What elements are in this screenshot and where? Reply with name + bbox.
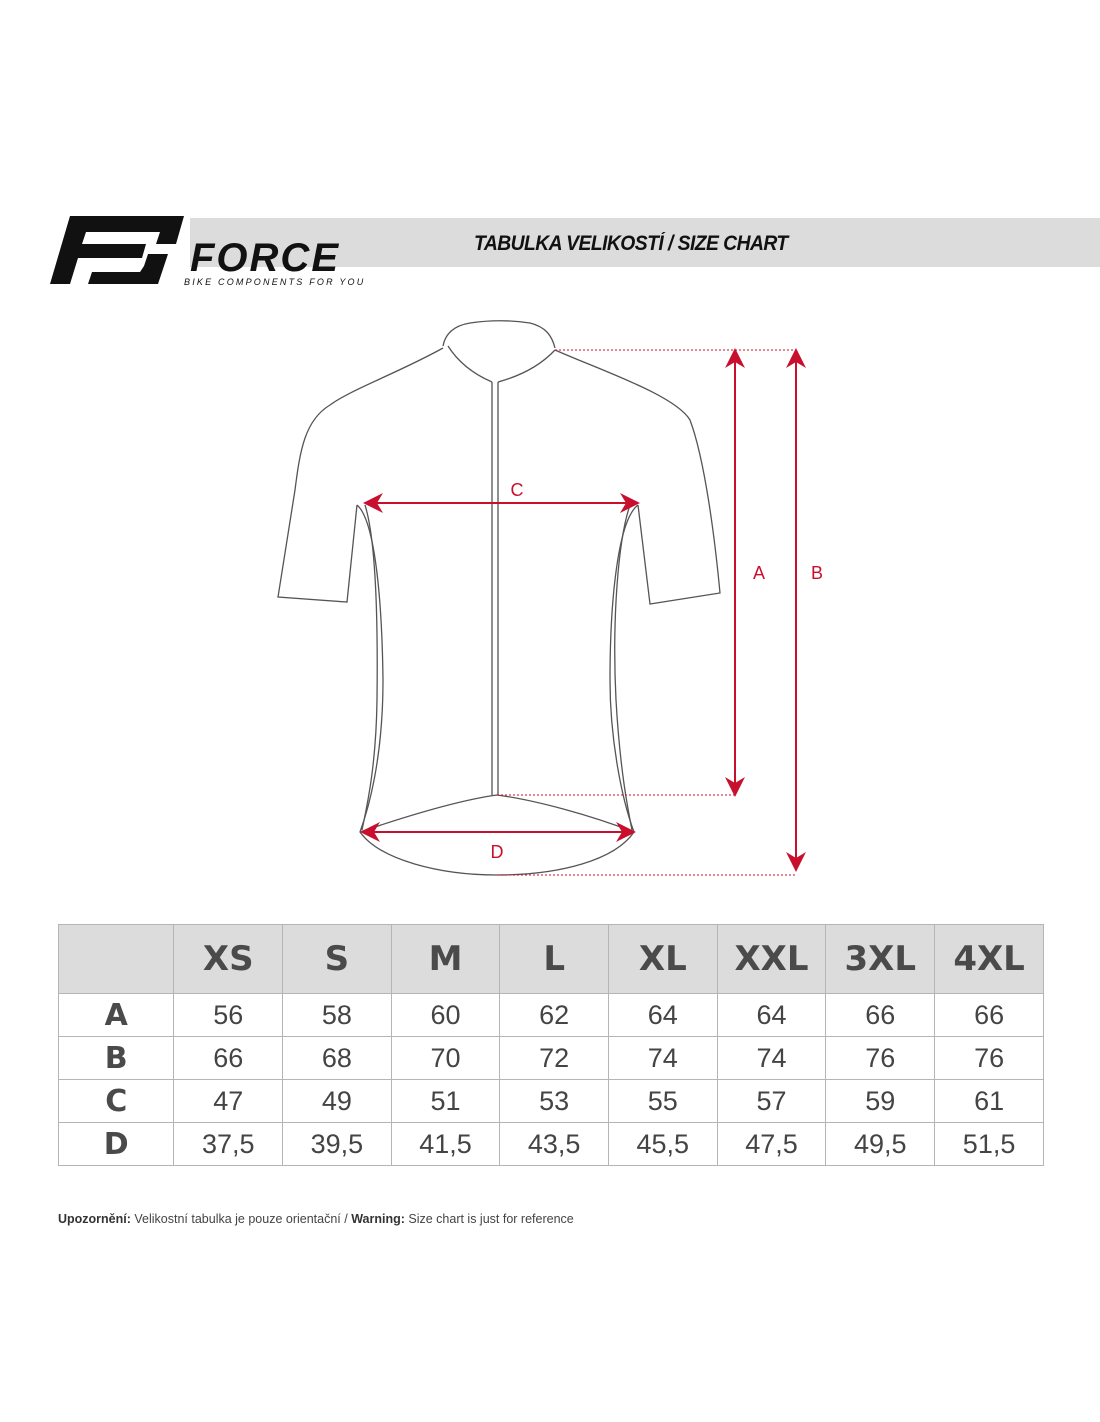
table-row: A 56 58 60 62 64 64 66 66 bbox=[57, 993, 1044, 1037]
measurement-cell: 49 bbox=[282, 1079, 392, 1123]
measurement-cell: 66 bbox=[934, 993, 1044, 1037]
size-header: XXL bbox=[716, 924, 827, 994]
row-label: A bbox=[57, 993, 175, 1037]
size-header: XS bbox=[173, 924, 284, 994]
measurement-cell: 41,5 bbox=[390, 1122, 501, 1166]
measurement-cell: 45,5 bbox=[607, 1122, 718, 1166]
row-label: C bbox=[57, 1079, 175, 1123]
table-row: D 37,5 39,5 41,5 43,5 45,5 47,5 49,5 51,5 bbox=[57, 1122, 1044, 1166]
brand-tagline: BIKE COMPONENTS FOR YOU bbox=[184, 277, 366, 287]
measurement-cell: 37,5 bbox=[173, 1122, 284, 1166]
label-d: D bbox=[491, 842, 504, 862]
measurement-cell: 64 bbox=[716, 993, 827, 1037]
jersey-outline bbox=[277, 320, 721, 876]
corner-cell bbox=[57, 924, 175, 994]
measurement-cell: 51,5 bbox=[934, 1122, 1044, 1166]
measurement-cell: 62 bbox=[499, 993, 609, 1037]
measurement-cell: 66 bbox=[825, 993, 936, 1037]
note-cz-text: Velikostní tabulka je pouze orientační / bbox=[130, 1212, 352, 1226]
page-title: TABULKA VELIKOSTÍ / SIZE CHART bbox=[474, 232, 788, 255]
measurement-cell: 43,5 bbox=[499, 1122, 609, 1166]
measurement-cell: 76 bbox=[825, 1036, 936, 1080]
measurement-cell: 39,5 bbox=[282, 1122, 392, 1166]
brand-name: FORCE bbox=[190, 236, 340, 280]
measurement-cell: 55 bbox=[607, 1079, 718, 1123]
size-header-row: XS S M L XL XXL 3XL 4XL bbox=[57, 924, 1044, 994]
note-cz-label: Upozornění: bbox=[58, 1212, 131, 1226]
measurement-cell: 66 bbox=[173, 1036, 284, 1080]
measurement-cell: 56 bbox=[173, 993, 284, 1037]
measurement-cell: 58 bbox=[282, 993, 392, 1037]
measurement-cell: 51 bbox=[390, 1079, 501, 1123]
size-header: 4XL bbox=[934, 924, 1044, 994]
dotted-guides bbox=[497, 349, 796, 876]
measurement-cell: 57 bbox=[716, 1079, 827, 1123]
size-header: XL bbox=[607, 924, 718, 994]
label-c: C bbox=[511, 480, 524, 500]
size-header: M bbox=[390, 924, 501, 994]
jersey-diagram: C D A B bbox=[277, 320, 823, 876]
measurement-cell: 47 bbox=[173, 1079, 284, 1123]
measurement-cell: 49,5 bbox=[825, 1122, 936, 1166]
size-table: XS S M L XL XXL 3XL 4XL A 56 58 60 62 64 64 66 6… bbox=[57, 924, 1044, 1166]
measurement-cell: 74 bbox=[607, 1036, 718, 1080]
warning-note: Upozornění: Velikostní tabulka je pouze … bbox=[58, 1212, 574, 1226]
size-header: L bbox=[499, 924, 609, 994]
size-header: 3XL bbox=[825, 924, 936, 994]
table-row: B 66 68 70 72 74 74 76 76 bbox=[57, 1036, 1044, 1080]
measurement-cell: 60 bbox=[390, 993, 501, 1037]
measurement-cell: 74 bbox=[716, 1036, 827, 1080]
measurement-cell: 76 bbox=[934, 1036, 1044, 1080]
measurement-cell: 68 bbox=[282, 1036, 392, 1080]
label-a: A bbox=[753, 563, 765, 583]
measurement-cell: 72 bbox=[499, 1036, 609, 1080]
row-label: D bbox=[57, 1122, 175, 1166]
note-en-label: Warning: bbox=[351, 1212, 405, 1226]
note-en-text: Size chart is just for reference bbox=[404, 1212, 574, 1226]
measurement-cell: 53 bbox=[499, 1079, 609, 1123]
size-header: S bbox=[282, 924, 392, 994]
row-label: B bbox=[57, 1036, 175, 1080]
measurement-cell: 64 bbox=[607, 993, 718, 1037]
header-bar bbox=[190, 218, 1100, 267]
measurement-cell: 61 bbox=[934, 1079, 1044, 1123]
measurement-cell: 47,5 bbox=[716, 1122, 827, 1166]
label-b: B bbox=[811, 563, 823, 583]
measurement-cell: 59 bbox=[825, 1079, 936, 1123]
measurement-cell: 70 bbox=[390, 1036, 501, 1080]
force-logo-icon bbox=[50, 216, 184, 284]
table-row: C 47 49 51 53 55 57 59 61 bbox=[57, 1079, 1044, 1123]
